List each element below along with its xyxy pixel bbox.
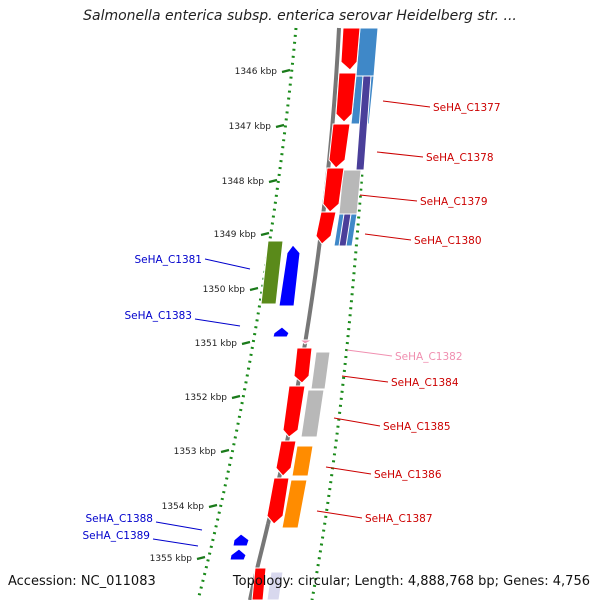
cog-segment xyxy=(310,351,331,390)
gene-arrow-faded xyxy=(298,339,314,345)
gene-arrow-forward xyxy=(315,211,337,245)
gene-arrow-forward xyxy=(266,477,290,525)
gene-label: SeHA_C1384 xyxy=(391,377,459,389)
label-leader-line xyxy=(152,538,199,547)
tick-mark xyxy=(260,231,270,237)
gene-arrow-reverse-small xyxy=(232,533,250,547)
gene-label: SeHA_C1380 xyxy=(414,235,482,247)
gene-arrow-forward xyxy=(340,27,361,71)
label-leader-line xyxy=(333,417,381,427)
tick-mark xyxy=(275,123,285,129)
tick-mark xyxy=(231,394,241,400)
gene-label: SeHA_C1387 xyxy=(365,513,433,525)
label-leader-line xyxy=(341,375,389,383)
cog-segment xyxy=(338,213,352,247)
backbone-track-lower xyxy=(248,523,270,600)
label-leader-line xyxy=(204,258,251,270)
gene-label: SeHA_C1377 xyxy=(433,102,501,114)
gene-label: SeHA_C1379 xyxy=(420,196,488,208)
gene-label: SeHA_C1382 xyxy=(395,351,463,363)
gene-arrow-forward xyxy=(322,167,345,213)
tick-label: 1351 kbp xyxy=(195,339,238,349)
gene-label: SeHA_C1388 xyxy=(85,513,153,525)
cog-segment xyxy=(291,445,314,477)
tick-mark xyxy=(196,555,206,561)
tick-label: 1352 kbp xyxy=(185,393,228,403)
cog-segment xyxy=(300,389,325,438)
gene-features xyxy=(229,27,361,600)
tick-label: 1349 kbp xyxy=(214,230,257,240)
tick-mark xyxy=(268,178,278,184)
map-title: Salmonella enterica subsp. enterica sero… xyxy=(83,8,517,24)
label-leader-line xyxy=(325,466,372,475)
cog-segment xyxy=(281,479,308,529)
gene-label: SeHA_C1378 xyxy=(426,152,494,164)
position-ticks: 1346 kbp 1347 kbp 1348 kbp 1349 kbp 1350 kbp… xyxy=(150,67,291,564)
gene-arrow-forward xyxy=(328,123,351,169)
gene-label: SeHA_C1389 xyxy=(82,530,150,542)
gene-arrow-reverse-olive xyxy=(260,240,284,305)
outer-dotted-ring xyxy=(310,27,373,600)
tick-label: 1353 kbp xyxy=(174,447,217,457)
gene-arrow-forward xyxy=(335,72,357,123)
gene-label: SeHA_C1381 xyxy=(134,254,202,266)
gene-labels: SeHA_C1377 SeHA_C1378 SeHA_C1379 SeHA_C1380… xyxy=(82,100,501,547)
tick-mark xyxy=(281,68,291,74)
gene-label: SeHA_C1385 xyxy=(383,421,451,433)
gene-label: SeHA_C1383 xyxy=(124,310,192,322)
tick-label: 1346 kbp xyxy=(235,67,278,77)
cog-segment xyxy=(355,75,372,171)
tick-label: 1350 kbp xyxy=(203,285,246,295)
tick-label: 1348 kbp xyxy=(222,177,265,187)
gene-label: SeHA_C1386 xyxy=(374,469,442,481)
gene-arrow-reverse-small xyxy=(229,548,247,561)
accession-text: Accession: NC_011083 xyxy=(8,574,156,589)
tick-mark xyxy=(249,286,259,292)
topology-text: Topology: circular; Length: 4,888,768 bp… xyxy=(232,574,590,589)
tick-label: 1355 kbp xyxy=(150,554,193,564)
gene-arrow-forward xyxy=(293,347,313,384)
tick-label: 1347 kbp xyxy=(229,122,272,132)
label-leader-line xyxy=(376,151,424,158)
gene-arrow-forward xyxy=(251,567,267,600)
label-leader-line xyxy=(364,233,412,241)
gene-arrow-forward xyxy=(282,385,306,438)
tick-mark xyxy=(208,503,218,509)
cog-band xyxy=(266,27,379,600)
label-leader-line xyxy=(316,510,363,519)
tick-mark xyxy=(220,448,230,454)
gene-arrow-reverse xyxy=(278,244,301,307)
gene-arrow-forward xyxy=(275,440,297,477)
gene-arrow-reverse-small xyxy=(272,326,290,338)
label-leader-line xyxy=(359,194,418,202)
label-leader-line xyxy=(155,521,203,531)
tick-mark xyxy=(241,340,251,346)
cog-segment xyxy=(266,571,284,600)
label-leader-line xyxy=(346,349,393,357)
tick-label: 1354 kbp xyxy=(162,502,205,512)
label-leader-line xyxy=(194,318,241,327)
label-leader-line xyxy=(382,100,431,108)
